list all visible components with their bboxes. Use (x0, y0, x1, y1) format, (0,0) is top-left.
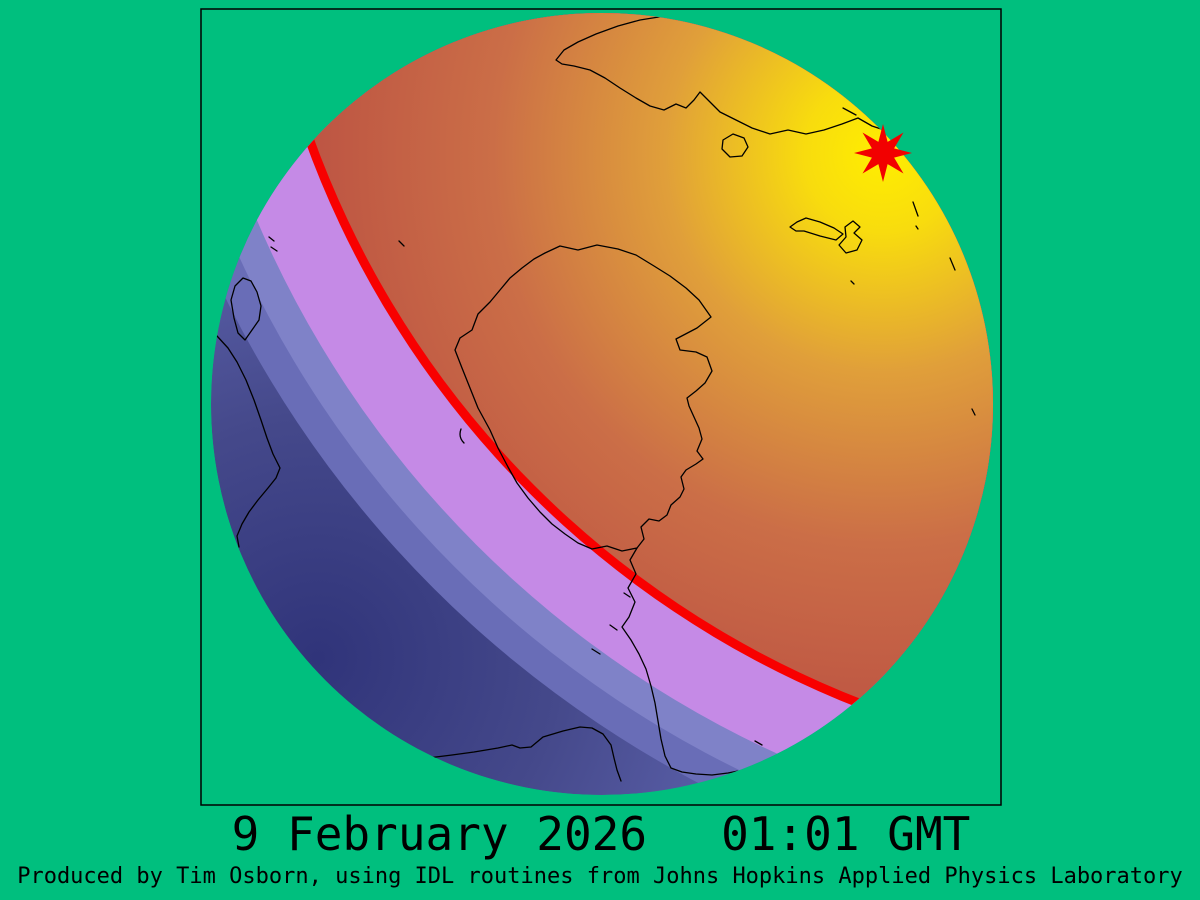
day-hemisphere (257, 13, 993, 764)
coastline-antarctic-peninsula (621, 547, 739, 776)
caption-line: 9 February 2026 01:01 GMT (201, 811, 1001, 857)
coastline-south-america (427, 726, 622, 782)
coastline-new-zealand-south (789, 217, 844, 241)
coastline-tasmania (721, 133, 749, 158)
caption-time: 01:01 GMT (721, 807, 971, 861)
coastline-madagascar (230, 277, 262, 341)
globe (211, 13, 993, 795)
caption-date: 9 February 2026 (231, 807, 648, 861)
coastline-antarctica (454, 244, 713, 552)
coastline-small-islands (268, 107, 976, 746)
coastline-africa (216, 335, 281, 548)
coastline-new-zealand-north (838, 220, 863, 254)
greatest-eclipse-star-icon (854, 124, 912, 182)
credit-line: Produced by Tim Osborn, using IDL routin… (17, 864, 1183, 889)
plot-frame (200, 8, 1002, 806)
